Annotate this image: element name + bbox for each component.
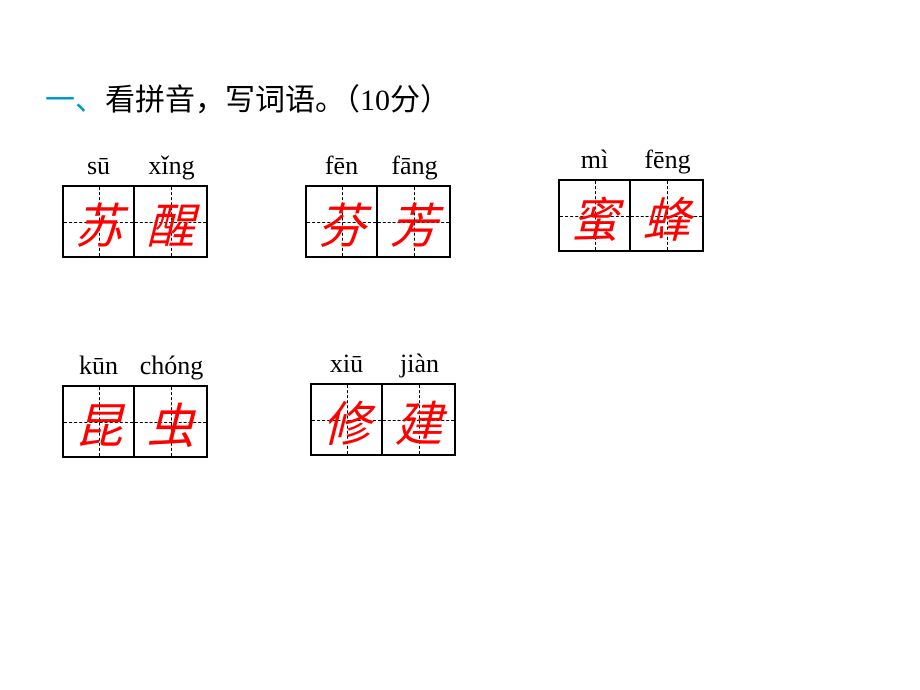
title-index: 一、 [45,75,105,119]
pinyin-label: xiū [310,348,383,379]
char-box-row: 修建 [310,383,456,456]
pinyin-label: chóng [135,350,208,381]
char-box: 昆 [62,385,135,458]
pinyin-row: kūnchóng [62,350,208,381]
pinyin-row: xiūjiàn [310,348,456,379]
hanzi-char: 苏 [74,187,122,257]
char-box: 芬 [305,185,378,258]
char-box: 蜜 [558,179,631,252]
word-group: xiūjiàn 修建 [310,348,456,456]
word-group: mìfēng 蜜蜂 [558,144,704,252]
pinyin-label: fēng [631,144,704,175]
char-box: 修 [310,383,383,456]
hanzi-char: 蜂 [642,181,690,251]
pinyin-row: fēnfāng [305,150,451,181]
char-box-row: 芬芳 [305,185,451,258]
pinyin-label: mì [558,144,631,175]
pinyin-label: jiàn [383,348,456,379]
hanzi-char: 醒 [146,187,194,257]
char-box: 苏 [62,185,135,258]
pinyin-label: sū [62,150,135,181]
hanzi-char: 芬 [317,187,365,257]
word-group: sūxǐng 苏醒 [62,150,208,258]
word-group: fēnfāng 芬芳 [305,150,451,258]
char-box-row: 蜜蜂 [558,179,704,252]
hanzi-char: 虫 [146,387,194,457]
pinyin-row: mìfēng [558,144,704,175]
pinyin-label: fēn [305,150,378,181]
hanzi-char: 建 [394,385,442,455]
char-box: 芳 [378,185,451,258]
pinyin-label: xǐng [135,150,208,181]
char-box-row: 昆虫 [62,385,208,458]
hanzi-char: 修 [322,385,370,455]
char-box-row: 苏醒 [62,185,208,258]
word-group: kūnchóng 昆虫 [62,350,208,458]
char-box: 蜂 [631,179,704,252]
hanzi-char: 芳 [389,187,437,257]
pinyin-label: fāng [378,150,451,181]
hanzi-char: 蜜 [570,181,618,251]
title-text: 看拼音，写词语。（10分） [105,75,450,119]
char-box: 醒 [135,185,208,258]
char-box: 建 [383,383,456,456]
char-box: 虫 [135,385,208,458]
exercise-title: 一、 看拼音，写词语。（10分） [45,75,450,119]
pinyin-label: kūn [62,350,135,381]
pinyin-row: sūxǐng [62,150,208,181]
hanzi-char: 昆 [74,387,122,457]
